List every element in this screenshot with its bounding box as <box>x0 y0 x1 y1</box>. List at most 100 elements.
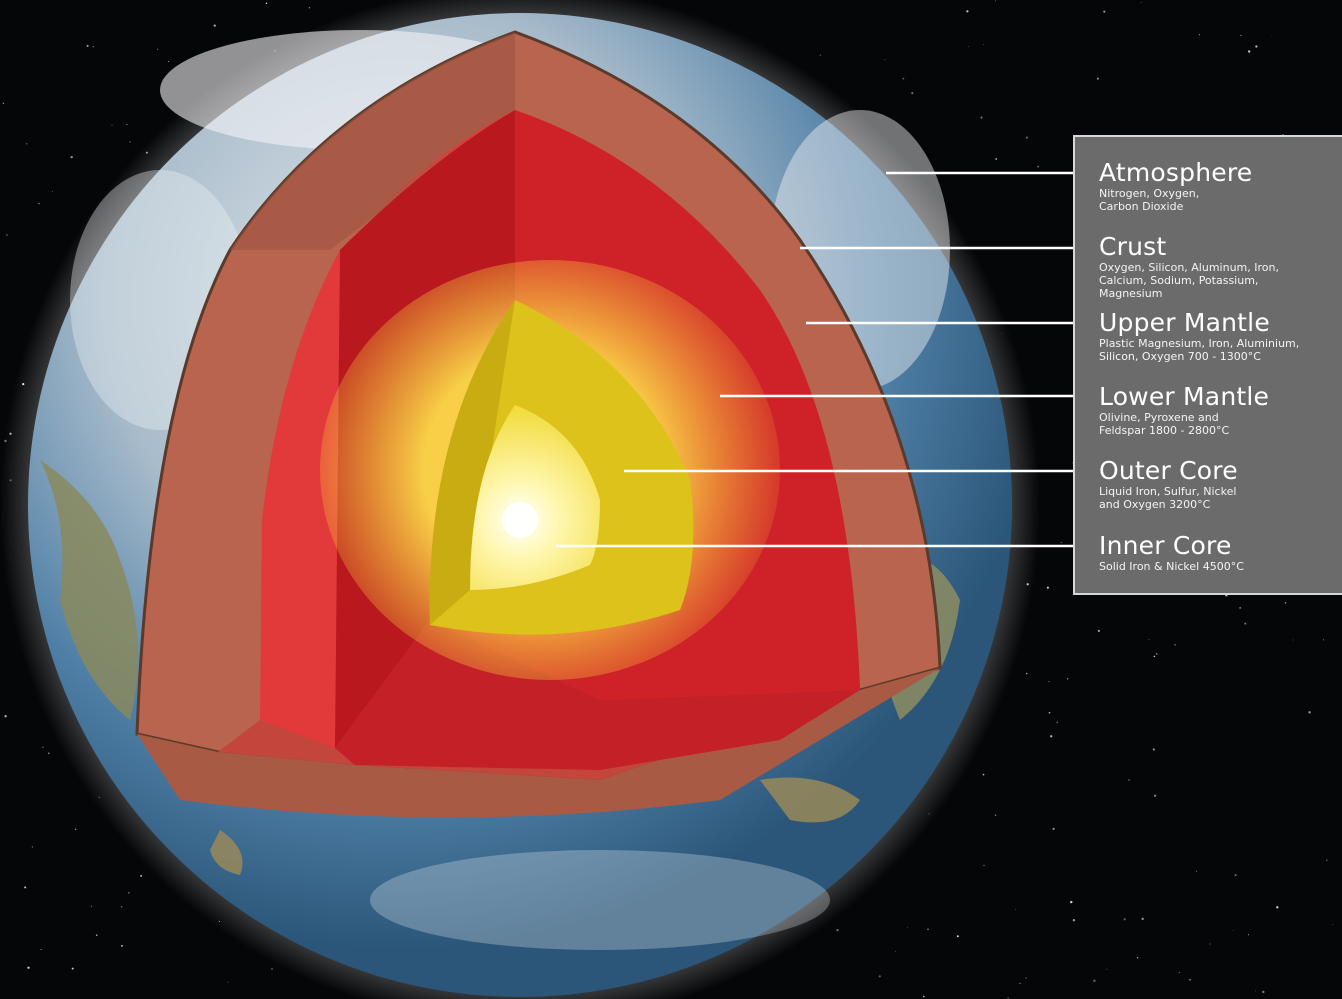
star <box>1056 721 1058 723</box>
star <box>1326 859 1328 861</box>
star <box>121 945 123 947</box>
star <box>956 935 959 938</box>
star <box>922 995 925 998</box>
star <box>92 46 94 48</box>
star <box>927 928 929 930</box>
star <box>1093 979 1096 982</box>
star <box>1050 735 1053 738</box>
star <box>42 746 44 748</box>
star <box>966 10 969 13</box>
layer-name: Crust <box>1099 232 1167 261</box>
star <box>1174 644 1176 646</box>
star <box>1070 900 1073 904</box>
star <box>1276 906 1279 909</box>
star <box>1046 586 1049 589</box>
star <box>1123 918 1126 921</box>
star <box>308 7 311 9</box>
star <box>968 46 969 47</box>
star <box>1019 982 1021 985</box>
star <box>1189 978 1191 981</box>
star <box>120 906 123 908</box>
star <box>47 752 50 755</box>
star <box>27 966 30 969</box>
star <box>24 886 27 889</box>
star <box>1048 681 1050 683</box>
star <box>129 141 131 143</box>
legend-entry-outer-core: Outer Core Liquid Iron, Sulfur, Nickel a… <box>1099 456 1339 512</box>
star <box>1248 50 1251 53</box>
layer-description: Olivine, Pyroxene and Feldspar 1800 - 28… <box>1099 411 1230 437</box>
star <box>895 951 896 952</box>
star <box>980 116 983 119</box>
star <box>38 202 40 205</box>
layer-description: Solid Iron & Nickel 4500°C <box>1099 560 1244 573</box>
star <box>74 828 77 830</box>
star <box>994 0 997 2</box>
star <box>1037 165 1040 168</box>
star <box>819 54 822 56</box>
star <box>31 846 33 848</box>
layer-description: Nitrogen, Oxygen, Carbon Dioxide <box>1099 187 1200 213</box>
star <box>40 948 42 951</box>
star <box>1262 990 1265 994</box>
star <box>1153 655 1156 658</box>
star <box>1152 748 1155 751</box>
star <box>982 773 985 776</box>
star <box>1066 678 1069 680</box>
star <box>140 874 143 877</box>
star <box>1155 653 1158 655</box>
star <box>157 48 159 50</box>
star <box>5 234 8 236</box>
star <box>1308 711 1311 714</box>
layer-name: Upper Mantle <box>1099 308 1270 337</box>
star <box>1255 45 1258 48</box>
star <box>1247 934 1249 936</box>
star <box>1025 977 1027 979</box>
legend-entry-lower-mantle: Lower Mantle Olivine, Pyroxene and Felds… <box>1099 384 1339 438</box>
star <box>1154 794 1157 797</box>
star <box>1141 917 1144 921</box>
star <box>907 927 908 928</box>
star <box>1332 923 1334 925</box>
star <box>271 968 273 970</box>
star <box>1292 639 1294 641</box>
legend-entry-upper-mantle: Upper Mantle Plastic Magnesium, Iron, Al… <box>1099 308 1339 364</box>
star <box>227 981 229 983</box>
star <box>995 158 998 160</box>
star <box>1128 779 1130 781</box>
star <box>1014 908 1016 910</box>
star <box>1255 990 1256 992</box>
star <box>71 967 74 970</box>
star <box>836 928 839 932</box>
legend-entry-crust: Crust Oxygen, Silicon, Aluminum, Iron, C… <box>1099 232 1339 301</box>
star <box>911 92 914 95</box>
star <box>1048 711 1051 714</box>
star <box>1178 972 1180 974</box>
star <box>265 2 268 5</box>
star <box>1103 10 1106 13</box>
star <box>884 59 886 61</box>
star <box>70 155 73 159</box>
star <box>1148 638 1150 640</box>
star <box>1106 968 1108 970</box>
legend-entry-inner-core: Inner Core Solid Iron & Nickel 4500°C <box>1099 531 1339 574</box>
star <box>983 864 985 866</box>
star <box>111 124 113 126</box>
star <box>1195 870 1197 872</box>
star <box>1198 34 1201 36</box>
layer-name: Outer Core <box>1099 456 1238 485</box>
layer-name: Inner Core <box>1099 531 1232 560</box>
star <box>1052 827 1055 831</box>
star <box>1140 2 1142 4</box>
star <box>1234 874 1237 877</box>
star <box>1060 541 1062 544</box>
inner-core-layer <box>470 405 600 590</box>
layer-name: Atmosphere <box>1099 158 1253 187</box>
star <box>95 934 98 937</box>
star <box>168 60 170 63</box>
star <box>1244 622 1247 625</box>
star <box>983 44 985 46</box>
star <box>994 814 997 816</box>
star <box>902 77 905 80</box>
